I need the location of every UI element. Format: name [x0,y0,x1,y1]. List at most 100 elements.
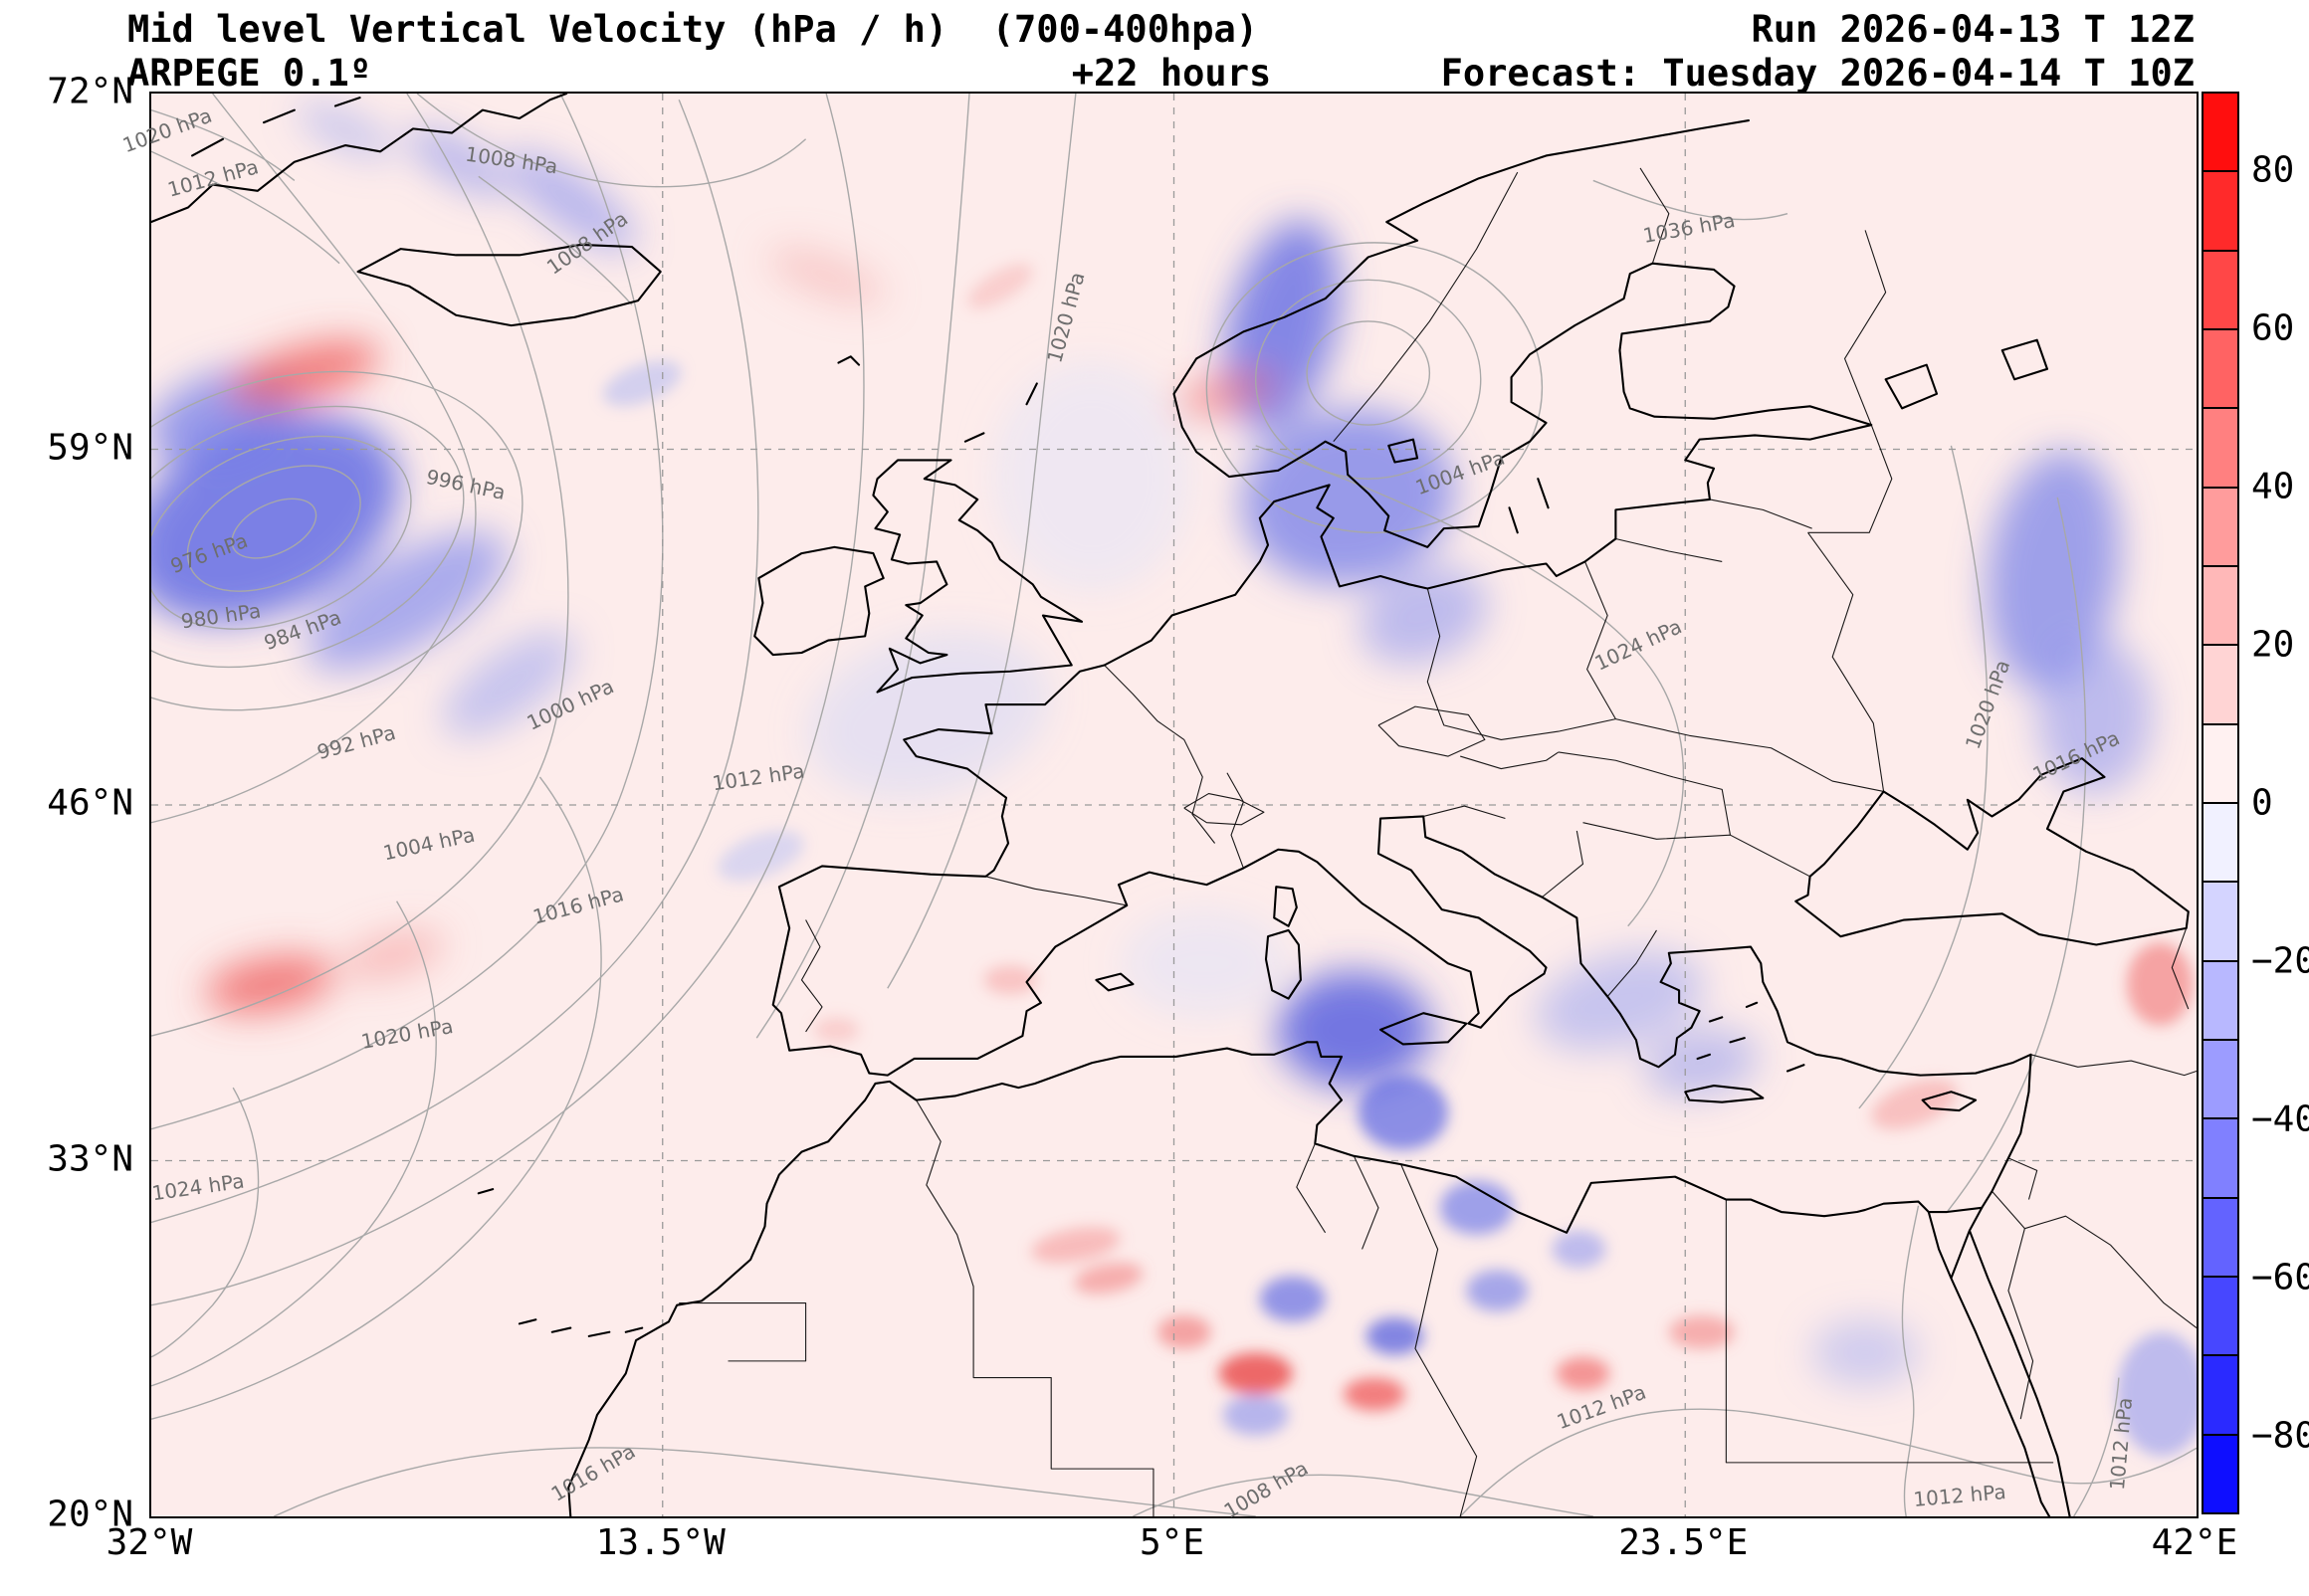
anomaly-blob [1074,1263,1144,1295]
coastline-balearics [1096,974,1133,991]
coastlines-layer [151,94,2189,1516]
colorbar-tick-labels: 80 60 40 20 0 −20 −40 −60 −80 [2251,92,2309,1514]
anomaly-blob [1536,951,1704,1051]
anomaly-blob [2036,636,2152,794]
colorbar-segment [2204,803,2237,884]
x-tick-label: 42°E [2151,1522,2238,1563]
coastline-sardinia [1266,930,1301,999]
page-title: Mid level Vertical Velocity (hPa / h) (7… [127,8,1259,51]
anomaly-blob [993,362,1190,591]
anomaly-blob [1157,1315,1211,1349]
anomaly-blob [1358,1075,1448,1150]
x-tick-label: 23.5°E [1618,1522,1749,1563]
colorbar-tick-label: −80 [2251,1415,2309,1457]
longitude-axis: 32°W 13.5°W 5°E 23.5°E 42°E [106,1522,2238,1572]
y-tick-label: 59°N [47,427,133,468]
anomaly-blob [2116,1331,2197,1457]
model-label: ARPEGE 0.1º [127,52,372,95]
anomaly-blob [442,631,576,737]
colorbar-segment [2204,883,2237,962]
anomaly-blob [1439,1180,1514,1235]
forecast-label: Forecast: Tuesday 2026-04-14 T 10Z [1440,52,2195,95]
anomaly-blob [151,413,400,623]
colorbar-tick-label: 60 [2251,307,2295,349]
lead-time-label: +22 hours [1071,52,1272,95]
coastline-ireland [754,547,883,655]
colorbar-segment [2204,329,2237,410]
anomaly-blob [1276,971,1432,1089]
x-tick-label: 5°E [1139,1522,1205,1563]
anomaly-blob [1365,1317,1424,1355]
anomaly-blob [1031,1227,1121,1264]
coastline-great-britain [873,460,1082,692]
anomaly-blob [1344,1377,1405,1411]
anomaly-blob [1871,1079,1958,1129]
anomaly-blob [505,150,637,252]
anomaly-blob [205,955,335,1014]
anomaly-blob [1466,1270,1529,1311]
anomaly-blob [1668,1315,1735,1349]
anomaly-blob [983,965,1037,995]
coastline-europe-africa [568,120,2030,1516]
map-svg [151,94,2197,1516]
run-label: Run 2026-04-13 T 12Z [1751,8,2195,51]
colorbar-segment [2204,1198,2237,1278]
coastline-red-sea [1929,1208,2070,1516]
colorbar-tick-label: −40 [2251,1098,2309,1140]
y-tick-label: 20°N [47,1494,133,1535]
colorbar-segment [2204,1356,2237,1436]
anomaly-blob [1644,1028,1759,1097]
anomaly-blob [2127,942,2193,1026]
anomaly-blob [808,632,1049,798]
vertical-velocity-field-soft [151,101,2152,1386]
anomaly-blob [603,360,682,407]
colorbar-tick-label: −20 [2251,940,2309,982]
colorbar-tick-label: 80 [2251,149,2295,191]
anomaly-blob [813,1017,860,1043]
anomaly-blob [1241,409,1454,586]
coastline-cyprus [1923,1092,1976,1110]
anomaly-blob [1173,372,1277,416]
anomaly-blob [297,101,395,159]
colorbar-segment [2204,251,2237,330]
x-tick-label: 32°W [105,1522,193,1563]
anomaly-blob [1986,450,2121,690]
colorbar-segment [2204,94,2237,173]
coastline-greenland-fjords [192,98,360,155]
latitude-axis: 72°N 59°N 46°N 33°N 20°N [0,72,139,1535]
colorbar-segment [2204,172,2237,252]
isobar-contours [151,94,2197,1516]
anomaly-blob [1552,1230,1606,1269]
coastline-corsica [1274,887,1297,926]
graticule [151,94,2197,1516]
y-tick-label: 46°N [47,782,133,824]
anomaly-blob [1360,566,1487,665]
coastline-greenland [151,94,566,222]
coastline-sicily [1380,1013,1466,1044]
colorbar [2202,92,2239,1514]
colorbar-segment [2204,1277,2237,1357]
coastline-black-sea [1795,758,2189,944]
anomaly-blob [340,930,445,980]
y-tick-label: 72°N [47,71,133,112]
colorbar-segment [2204,724,2237,804]
colorbar-segment [2204,1119,2237,1199]
colorbar-segment [2204,646,2237,725]
colorbar-segment [2204,488,2237,567]
colorbar-tick-label: 20 [2251,624,2295,666]
coastline-crete [1685,1086,1763,1102]
colorbar-tick-label: 0 [2251,782,2273,824]
anomaly-blob [1259,1276,1326,1322]
y-tick-label: 33°N [47,1138,133,1179]
country-borders-layer [679,168,2197,1516]
anomaly-blob [966,263,1033,309]
colorbar-segment [2204,1435,2237,1512]
colorbar-tick-label: −60 [2251,1257,2309,1298]
anomaly-blob [1123,911,1287,1016]
coastline-iceland [358,245,661,325]
anomaly-blob [407,127,510,196]
coastline-small-islands [479,356,1804,1336]
anomaly-blob [767,247,885,305]
anomaly-blob [1556,1356,1610,1391]
coastline-lakes [1388,340,2047,463]
